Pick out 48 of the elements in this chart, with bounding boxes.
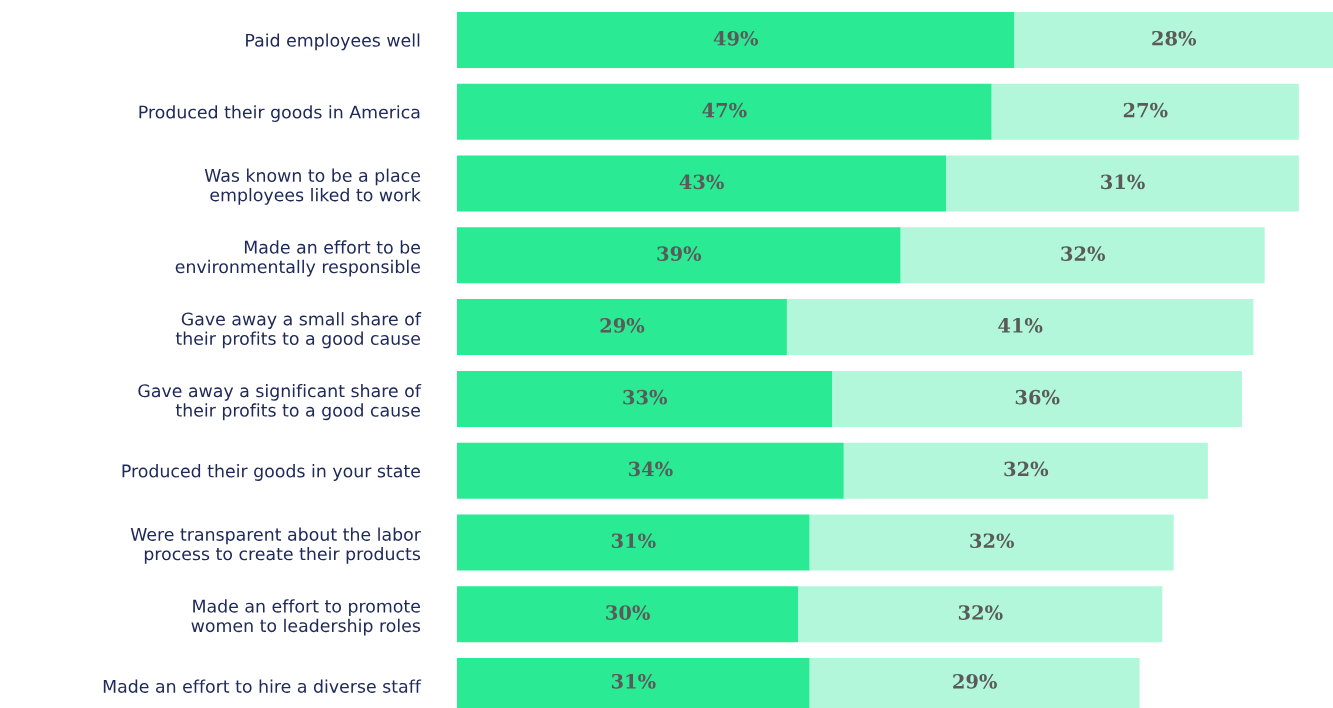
bar [457, 155, 947, 212]
y-tick-label: Paid employees well [246, 33, 420, 51]
data-label: 39% [657, 246, 702, 261]
y-tick-label: Was known to be a place employees liked to work [204, 168, 421, 205]
data-label: 32% [1061, 246, 1106, 261]
bar [786, 299, 1254, 356]
data-label: 29% [953, 673, 997, 689]
bar [1014, 11, 1333, 68]
bar [457, 514, 810, 571]
y-tick-label: Gave away a significant share of their profits to a good cause [138, 383, 422, 421]
y-tick-label: Made an effort to promote women to leadership roles [191, 599, 421, 636]
bar [457, 586, 799, 643]
data-label: 27% [1123, 102, 1168, 118]
data-label: 47% [702, 102, 747, 118]
bar [946, 155, 1299, 212]
data-label: 28% [1152, 30, 1197, 46]
data-label: 31% [611, 673, 656, 689]
bar [457, 370, 833, 427]
data-label: 34% [628, 461, 673, 477]
bar [457, 83, 992, 140]
bar [843, 442, 1208, 499]
bar [798, 586, 1163, 643]
data-label: 49% [713, 30, 759, 46]
bar [900, 227, 1265, 284]
data-label: 30% [606, 605, 650, 620]
data-label: 32% [1004, 461, 1049, 477]
data-label: 43% [679, 174, 724, 190]
y-tick-label: Gave away a small share of their profits to a good cause [175, 312, 422, 349]
data-label: 36% [1015, 389, 1060, 405]
bar [457, 227, 901, 284]
data-label: 31% [611, 533, 656, 549]
y-tick-label: Made an effort to be environmentally responsible [175, 240, 420, 277]
y-tick-label: Produced their goods in America [139, 105, 420, 122]
bar [457, 442, 844, 499]
y-tick-label: Produced their goods in your state [122, 464, 420, 481]
data-label: 41% [998, 318, 1043, 333]
bar [832, 370, 1242, 427]
bar [991, 83, 1299, 140]
bar [457, 11, 1015, 68]
data-label: 32% [958, 605, 1003, 620]
data-label: 33% [623, 389, 668, 405]
bar [457, 299, 787, 356]
data-label: 29% [600, 318, 645, 333]
data-label: 31% [1101, 174, 1145, 190]
bar [809, 514, 1174, 571]
y-tick-label: Made an effort to hire a diverse staff [103, 679, 422, 693]
data-label: 32% [970, 533, 1014, 549]
y-tick-label: Were transparent about the labor process to create their products [130, 527, 421, 564]
